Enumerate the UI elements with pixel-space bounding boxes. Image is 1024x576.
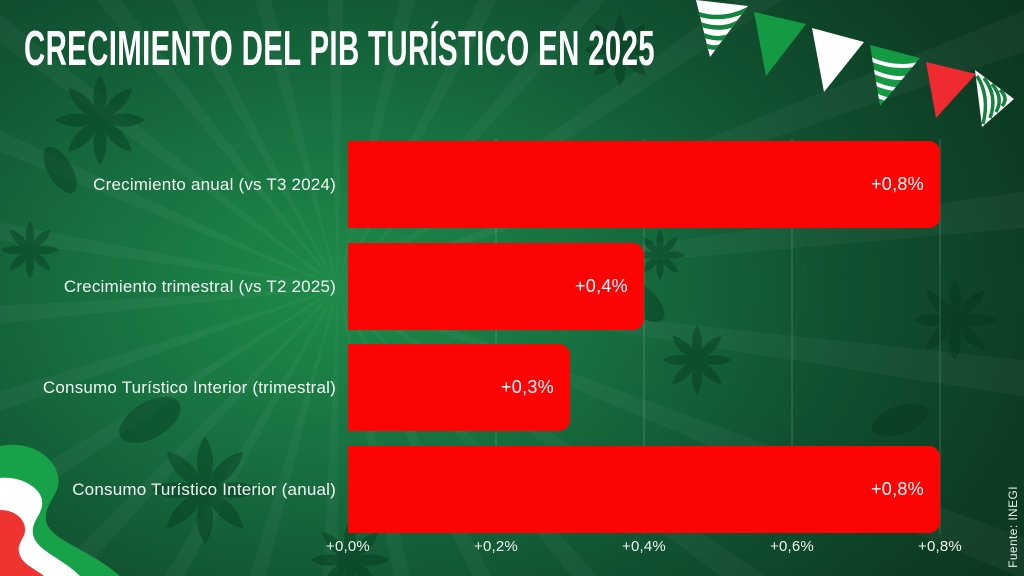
bar: +0,8% bbox=[348, 446, 940, 533]
ribbon-red-band bbox=[0, 510, 44, 576]
bar-value-label: +0,3% bbox=[500, 377, 554, 397]
category-label: Crecimiento trimestral (vs T2 2025) bbox=[63, 276, 336, 296]
gridline bbox=[643, 139, 645, 534]
gridline bbox=[939, 139, 941, 534]
ribbon-white-band bbox=[0, 477, 80, 576]
category-label: Crecimiento anual (vs T3 2024) bbox=[93, 174, 336, 194]
source-credit: Fuente: INEGI bbox=[1006, 486, 1020, 568]
gridline bbox=[791, 139, 793, 534]
bar: +0,3% bbox=[348, 344, 570, 431]
page-title: CRECIMIENTO DEL PIB TURÍSTICO EN 2025 bbox=[24, 20, 656, 76]
bar-value-label: +0,8% bbox=[870, 174, 924, 194]
bar-value-label: +0,8% bbox=[870, 479, 924, 499]
x-tick-label: +0,8% bbox=[918, 538, 962, 555]
bar: +0,8% bbox=[348, 141, 940, 228]
x-tick-label: +0,0% bbox=[326, 538, 370, 555]
bunting-decoration bbox=[696, 0, 1014, 127]
pennant-striped-green-icon bbox=[870, 45, 920, 106]
category-label: Consumo Turístico Interior (trimestral) bbox=[42, 377, 336, 397]
x-tick-label: +0,4% bbox=[622, 538, 666, 555]
bar: +0,4% bbox=[348, 243, 644, 330]
pennant-green-icon bbox=[754, 12, 806, 76]
x-tick-label: +0,6% bbox=[770, 538, 814, 555]
flag-ribbon-decoration bbox=[0, 444, 120, 576]
bar-value-label: +0,4% bbox=[574, 276, 628, 296]
x-tick-label: +0,2% bbox=[474, 538, 518, 555]
pennant-red-icon bbox=[926, 62, 976, 118]
pennant-white-icon bbox=[812, 28, 864, 92]
gridline bbox=[495, 139, 497, 534]
pennant-striped-white-right-icon bbox=[975, 70, 1014, 127]
category-label: Consumo Turístico Interior (anual) bbox=[72, 479, 336, 499]
